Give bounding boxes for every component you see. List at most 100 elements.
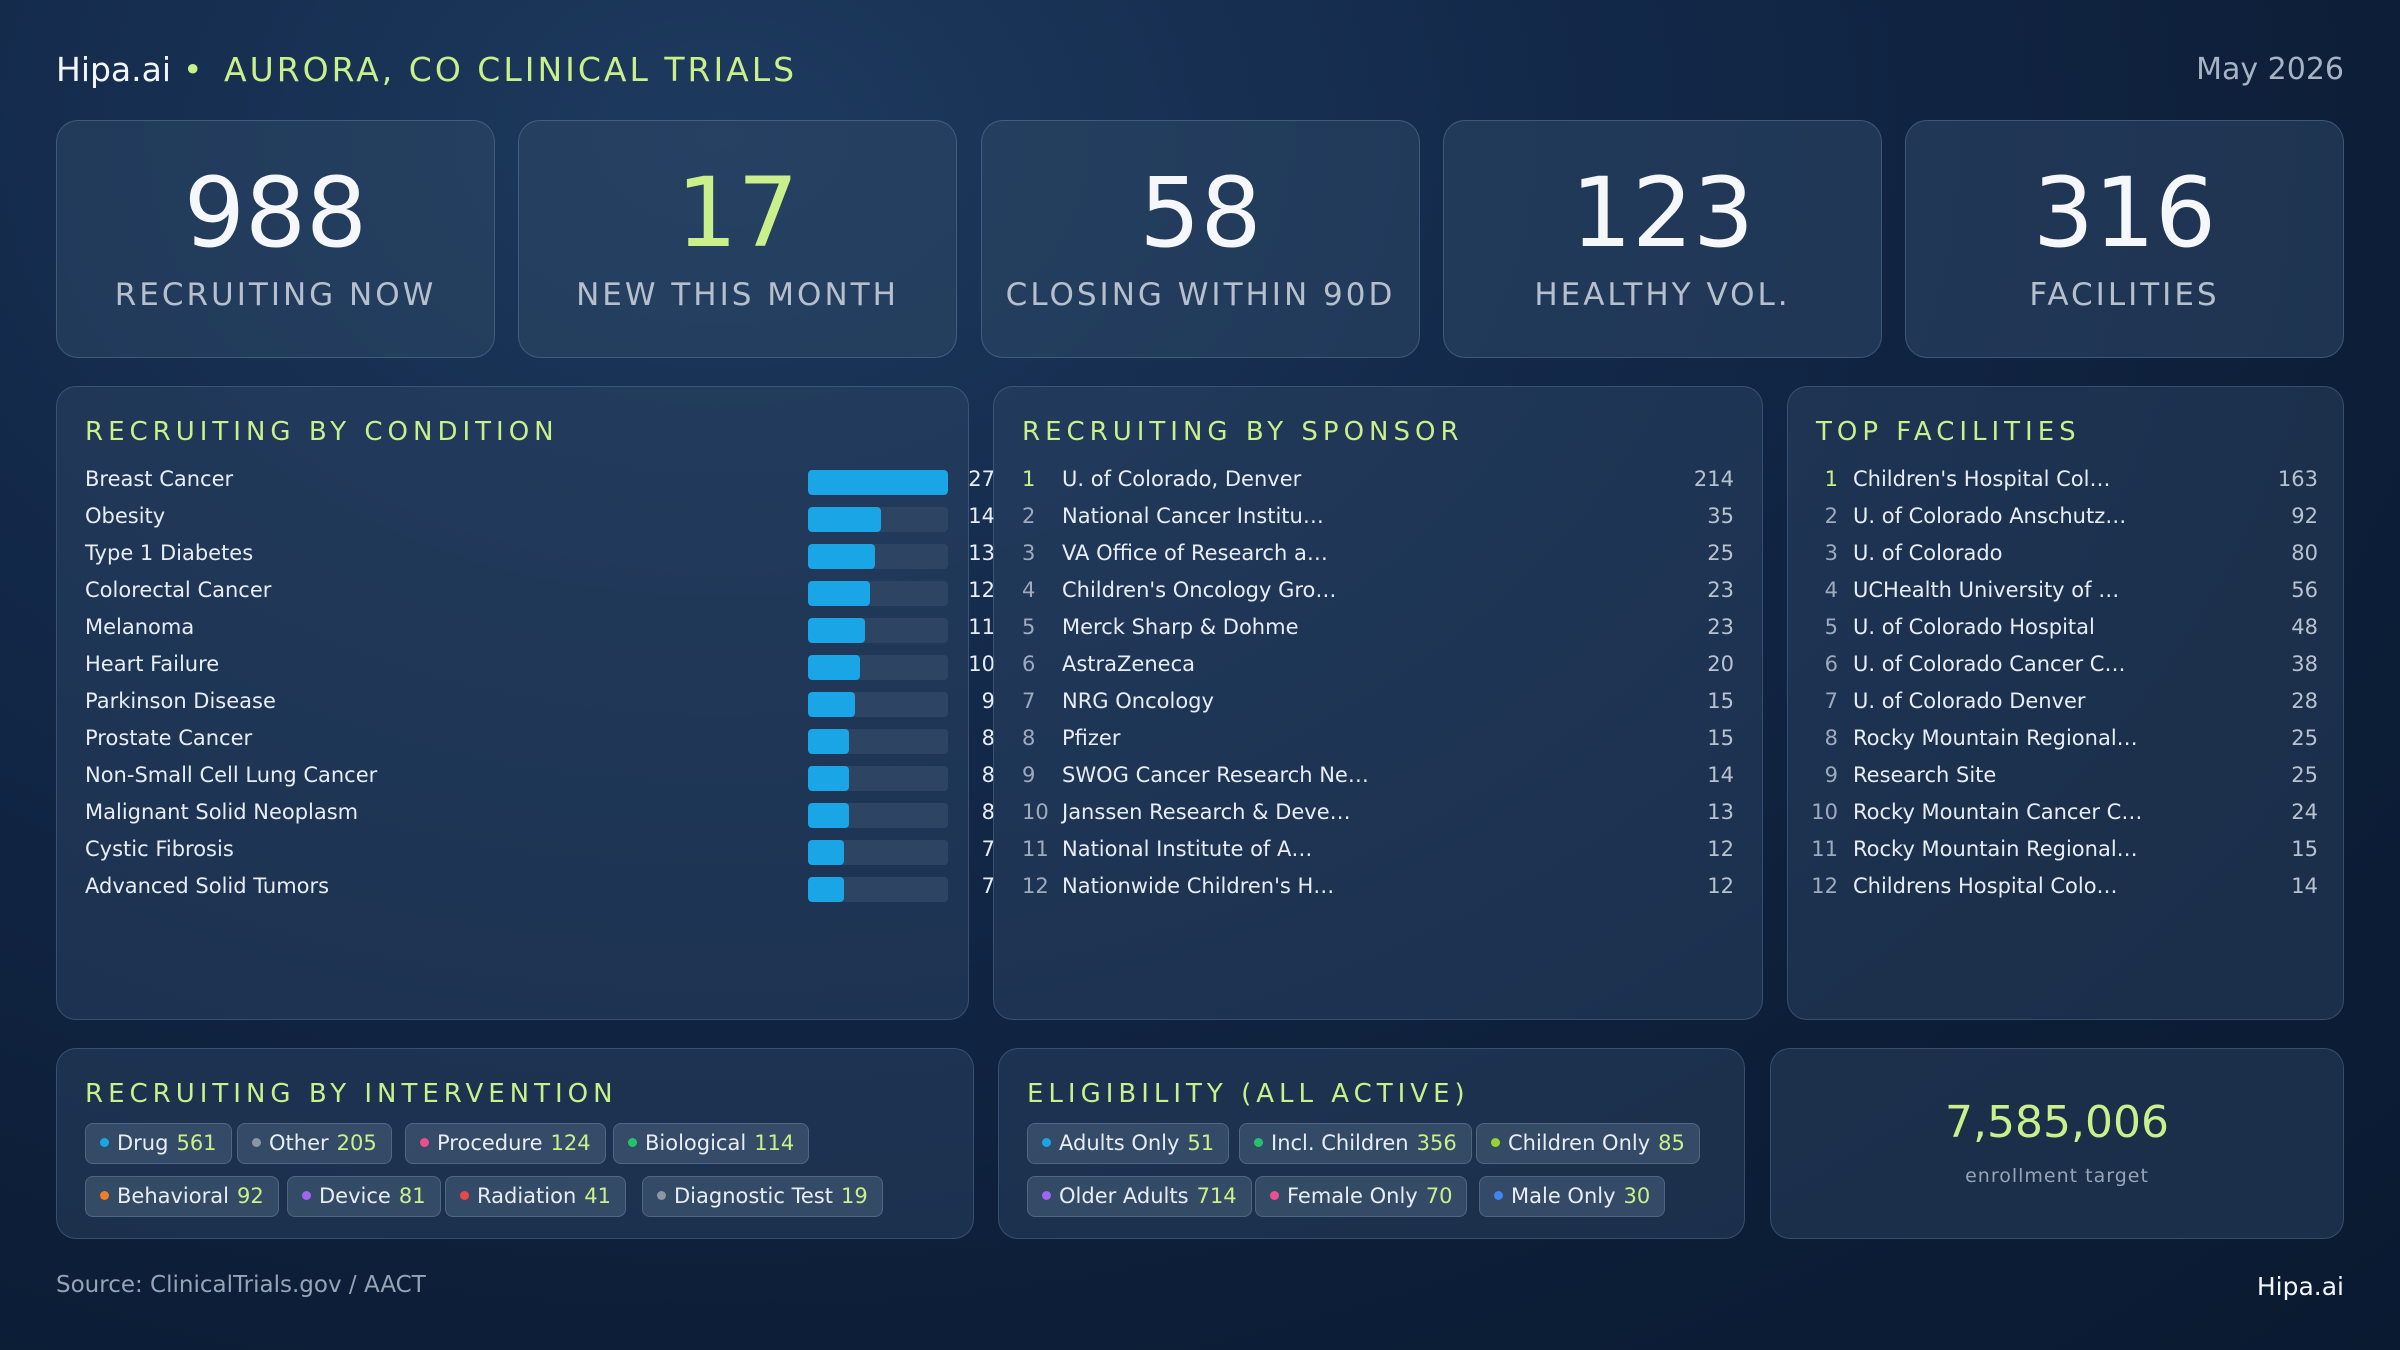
facilities-rank: 6 <box>1824 652 1838 676</box>
facilities-name: Rocky Mountain Cancer C… <box>1853 800 2143 824</box>
facilities-name: U. of Colorado Hospital <box>1853 615 2095 639</box>
sponsor-name: Merck Sharp & Dohme <box>1062 615 1299 639</box>
intervention-chip-count: 81 <box>398 1184 426 1208</box>
condition-count: 13 <box>968 541 995 565</box>
facilities-count: 28 <box>2291 689 2318 713</box>
intervention-chip-label: Procedure <box>437 1131 543 1155</box>
sponsor-rank: 12 <box>1022 874 1049 898</box>
sponsor-row: 3 VA Office of Research a… 25 <box>994 541 1762 571</box>
facilities-row: 6 U. of Colorado Cancer C… 38 <box>1788 652 2343 682</box>
condition-bar-track <box>808 544 948 569</box>
condition-bar-track <box>808 766 948 791</box>
facilities-count: 24 <box>2291 800 2318 824</box>
enrollment-target-label: enrollment target <box>1965 1165 2149 1187</box>
condition-bar <box>808 803 850 828</box>
kpi-card-closing-within-90d: 58 CLOSING WITHIN 90D <box>981 120 1420 358</box>
facilities-count: 25 <box>2291 726 2318 750</box>
eligibility-chip-count: 51 <box>1187 1131 1215 1155</box>
sponsor-name: Nationwide Children's H… <box>1062 874 1335 898</box>
facilities-row: 7 U. of Colorado Denver 28 <box>1788 689 2343 719</box>
header-separator: • <box>183 50 203 89</box>
condition-bar <box>808 692 855 717</box>
sponsor-row: 6 AstraZeneca 20 <box>994 652 1762 682</box>
intervention-chip-label: Diagnostic Test <box>674 1184 833 1208</box>
facilities-count: 38 <box>2291 652 2318 676</box>
sponsor-count: 14 <box>1707 763 1734 787</box>
facilities-rank: 2 <box>1824 504 1838 528</box>
facilities-rank: 11 <box>1811 837 1838 861</box>
condition-bar-track <box>808 655 948 680</box>
kpi-value: 17 <box>676 157 799 269</box>
intervention-chip-count: 124 <box>550 1131 591 1155</box>
kpi-card-facilities: 316 FACILITIES <box>1905 120 2344 358</box>
kpi-value: 58 <box>1139 157 1262 269</box>
intervention-chip-count: 19 <box>840 1184 868 1208</box>
sponsor-name: National Institute of A… <box>1062 837 1313 861</box>
facilities-row: 5 U. of Colorado Hospital 48 <box>1788 615 2343 645</box>
intervention-chip: Device 81 <box>287 1176 441 1217</box>
data-source-note: Source: ClinicalTrials.gov / AACT <box>56 1272 426 1298</box>
eligibility-panel: ELIGIBILITY (ALL ACTIVE) Adults Only 51 In… <box>998 1048 1745 1239</box>
condition-count: 14 <box>968 504 995 528</box>
intervention-chip: Biological 114 <box>613 1123 810 1164</box>
facilities-row: 1 Children's Hospital Col… 163 <box>1788 467 2343 497</box>
intervention-chip: Drug 561 <box>85 1123 232 1164</box>
condition-label: Advanced Solid Tumors <box>85 874 330 898</box>
facilities-count: 92 <box>2291 504 2318 528</box>
sponsor-rank: 6 <box>1022 652 1036 676</box>
facilities-row: 10 Rocky Mountain Cancer C… 24 <box>1788 800 2343 830</box>
condition-bar-track <box>808 692 948 717</box>
legend-dot-icon <box>1042 1190 1051 1200</box>
condition-label: Obesity <box>85 504 166 528</box>
condition-bar-track <box>808 729 948 754</box>
sponsor-name: Janssen Research & Deve… <box>1062 800 1351 824</box>
condition-bar-track <box>808 877 948 902</box>
sponsor-row: 5 Merck Sharp & Dohme 23 <box>994 615 1762 645</box>
condition-bar-track <box>808 581 948 606</box>
sponsor-rank: 3 <box>1022 541 1036 565</box>
condition-label: Type 1 Diabetes <box>85 541 254 565</box>
condition-count: 11 <box>968 615 995 639</box>
facilities-row: 2 U. of Colorado Anschutz… 92 <box>1788 504 2343 534</box>
sponsor-name: NRG Oncology <box>1062 689 1214 713</box>
intervention-chip-count: 561 <box>176 1131 217 1155</box>
condition-count: 10 <box>968 652 995 676</box>
facilities-row: 11 Rocky Mountain Regional… 15 <box>1788 837 2343 867</box>
legend-dot-icon <box>460 1190 469 1200</box>
sponsor-count: 35 <box>1707 504 1734 528</box>
sponsor-rank: 4 <box>1022 578 1036 602</box>
eligibility-panel-title: ELIGIBILITY (ALL ACTIVE) <box>1027 1079 1470 1109</box>
condition-bar <box>808 470 948 495</box>
sponsor-count: 25 <box>1707 541 1734 565</box>
eligibility-chip-count: 714 <box>1196 1184 1237 1208</box>
facilities-count: 25 <box>2291 763 2318 787</box>
kpi-label: CLOSING WITHIN 90D <box>1005 277 1396 313</box>
condition-bar <box>808 840 845 865</box>
condition-label: Malignant Solid Neoplasm <box>85 800 359 824</box>
legend-dot-icon <box>100 1190 109 1200</box>
kpi-card-new-this-month: 17 NEW THIS MONTH <box>518 120 957 358</box>
legend-dot-icon <box>1254 1137 1263 1147</box>
facilities-count: 14 <box>2291 874 2318 898</box>
sponsor-count: 23 <box>1707 578 1734 602</box>
condition-panel-title: RECRUITING BY CONDITION <box>85 417 559 447</box>
sponsor-panel-title: RECRUITING BY SPONSOR <box>1022 417 1464 447</box>
condition-bar <box>808 877 845 902</box>
condition-bar <box>808 729 850 754</box>
eligibility-chip: Older Adults 714 <box>1027 1176 1252 1217</box>
sponsor-row: 8 Pfizer 15 <box>994 726 1762 756</box>
enrollment-target-value: 7,585,006 <box>1945 1097 2169 1148</box>
sponsor-rank: 2 <box>1022 504 1036 528</box>
condition-count: 7 <box>981 874 995 898</box>
sponsor-rank: 5 <box>1022 615 1036 639</box>
sponsor-count: 13 <box>1707 800 1734 824</box>
intervention-chip-label: Other <box>269 1131 329 1155</box>
facilities-rank: 5 <box>1824 615 1838 639</box>
condition-label: Cystic Fibrosis <box>85 837 234 861</box>
sponsor-name: AstraZeneca <box>1062 652 1195 676</box>
condition-count: 7 <box>981 837 995 861</box>
legend-dot-icon <box>302 1190 311 1200</box>
facilities-name: U. of Colorado Denver <box>1853 689 2086 713</box>
eligibility-chip-label: Male Only <box>1511 1184 1616 1208</box>
kpi-value: 988 <box>183 157 368 269</box>
